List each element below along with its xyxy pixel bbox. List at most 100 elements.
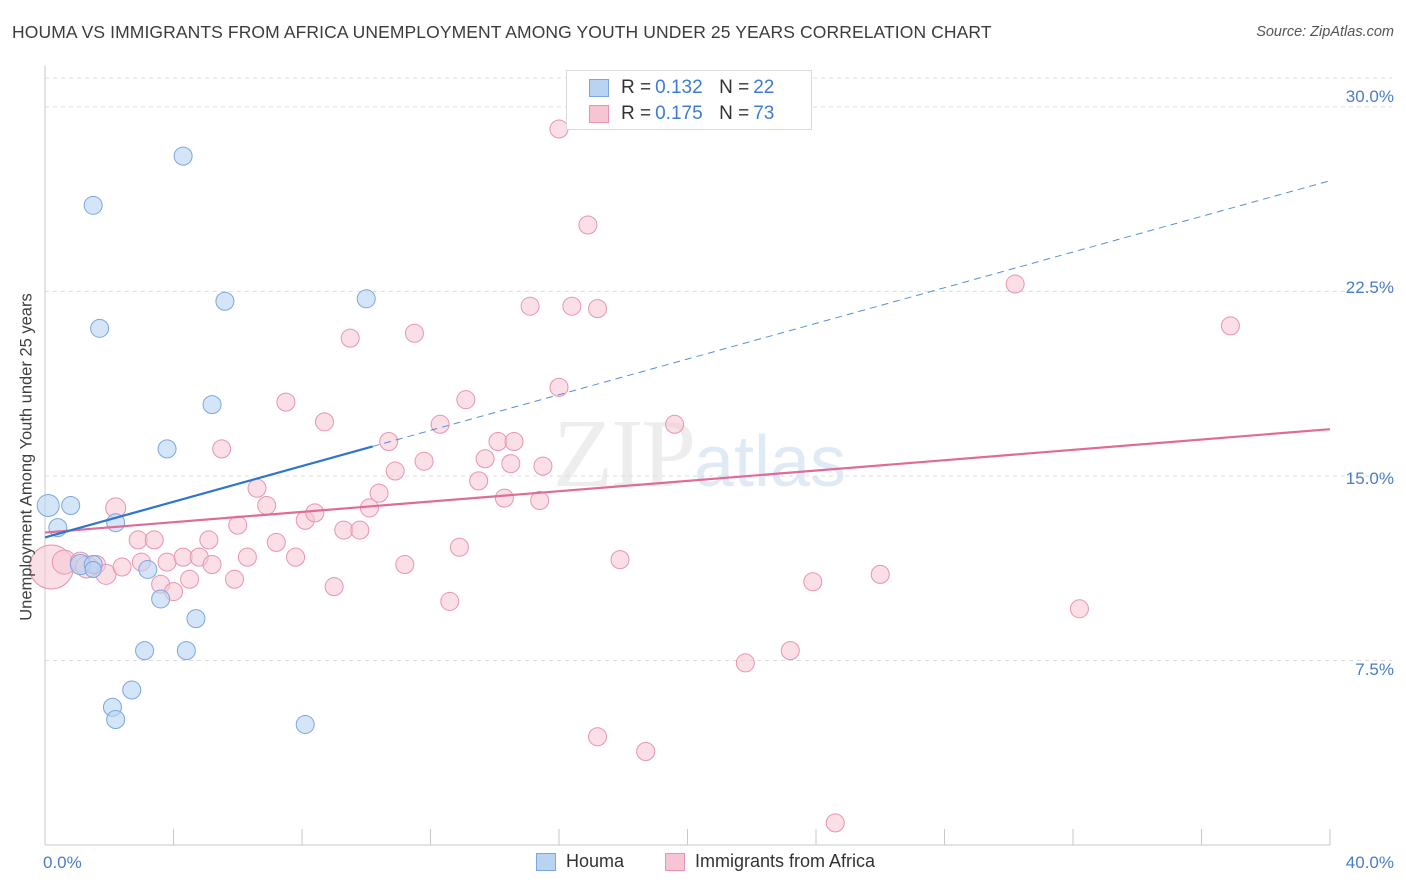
africa-point [469, 471, 489, 491]
houma-points [36, 146, 376, 734]
africa-swatch [665, 852, 685, 871]
y-axis-label: Unemployment Among Youth under 25 years [17, 293, 36, 621]
africa-swatch [589, 105, 609, 123]
africa-point [157, 552, 177, 572]
africa-point [144, 530, 164, 550]
y-tick-label: 15.0% [1345, 469, 1394, 488]
africa-point [228, 515, 248, 535]
houma-point [157, 439, 177, 459]
y-tick-label: 22.5% [1345, 278, 1394, 297]
x-tick-label: 0.0% [43, 853, 82, 872]
africa-point [533, 456, 553, 476]
series-legend: Houma Immigrants from Africa [0, 851, 1406, 877]
africa-point [369, 483, 389, 503]
africa-point [735, 653, 755, 673]
houma-point [138, 559, 158, 579]
houma-trend-extension [372, 180, 1331, 447]
y-tick-label: 7.5% [1355, 660, 1394, 679]
africa-point [549, 377, 569, 397]
africa-point [350, 520, 370, 540]
source-label: Source: ZipAtlas.com [1256, 24, 1394, 40]
africa-point [562, 296, 582, 316]
houma-point [61, 495, 81, 515]
houma-point [356, 289, 376, 309]
y-tick-label: 30.0% [1345, 87, 1394, 106]
africa-point [780, 641, 800, 661]
africa-point [530, 491, 550, 511]
legend-r-label: R = [621, 103, 652, 124]
africa-point [276, 392, 296, 412]
houma-swatch [536, 852, 556, 871]
houma-swatch [589, 79, 609, 97]
legend-row-africa: R = 0.175 N = 73 [589, 102, 774, 126]
africa-points [28, 119, 1240, 833]
africa-point [870, 564, 890, 584]
legend-row-houma: R = 0.132 N = 22 [589, 76, 774, 100]
africa-point [395, 555, 415, 575]
houma-point [151, 589, 171, 609]
africa-point [286, 547, 306, 567]
africa-point [199, 530, 219, 550]
africa-point [237, 547, 257, 567]
africa-point [1005, 274, 1025, 294]
africa-point [334, 520, 354, 540]
legend-n-label: N = [719, 77, 750, 98]
africa-point [314, 412, 334, 432]
africa-point [173, 547, 193, 567]
africa-point [305, 503, 325, 523]
houma-point [295, 714, 315, 734]
africa-point [266, 532, 286, 552]
correlation-legend: R = 0.132 N = 22 R = 0.175 N = 73 [566, 70, 812, 130]
houma-point [106, 710, 126, 730]
africa-point [610, 550, 630, 570]
africa-point [414, 451, 434, 471]
africa-point [385, 461, 405, 481]
houma-point [173, 146, 193, 166]
africa-point [456, 390, 476, 410]
africa-point [588, 727, 608, 747]
africa-point [578, 215, 598, 235]
legend-item-houma[interactable]: Houma [536, 851, 624, 872]
africa-point [504, 432, 524, 452]
africa-point [488, 432, 508, 452]
houma-point [84, 560, 102, 578]
africa-point [475, 449, 495, 469]
africa-point [340, 328, 360, 348]
africa-point [665, 414, 685, 434]
africa-point [803, 572, 823, 592]
houma-point [90, 318, 110, 338]
houma-point [36, 493, 60, 517]
legend-n-value: 73 [753, 103, 775, 124]
africa-point [501, 454, 521, 474]
houma-point [215, 291, 235, 311]
legend-item-africa[interactable]: Immigrants from Africa [665, 851, 875, 872]
africa-point [180, 569, 200, 589]
watermark-atlas: atlas [694, 422, 847, 502]
houma-point [83, 195, 103, 215]
houma-point [176, 641, 196, 661]
grid-lines [45, 77, 1392, 661]
africa-point [520, 296, 540, 316]
legend-r-label: R = [621, 77, 652, 98]
africa-point [588, 299, 608, 319]
africa-point [128, 530, 148, 550]
africa-point [825, 813, 845, 833]
houma-point [135, 641, 155, 661]
axes [44, 66, 1331, 846]
africa-point [1220, 316, 1240, 336]
africa-trend-line [44, 428, 1331, 534]
africa-point [247, 478, 267, 498]
legend-n-label: N = [719, 103, 750, 124]
africa-point [404, 323, 424, 343]
africa-point [430, 414, 450, 434]
houma-trend-line [44, 445, 373, 539]
chart-title: HOUMA VS IMMIGRANTS FROM AFRICA UNEMPLOY… [12, 22, 992, 42]
houma-point [202, 395, 222, 415]
trend-lines [44, 180, 1331, 539]
africa-point [225, 569, 245, 589]
africa-point [257, 495, 277, 515]
africa-point [636, 742, 656, 762]
africa-point [324, 577, 344, 597]
africa-point [212, 439, 232, 459]
africa-point [449, 537, 469, 557]
